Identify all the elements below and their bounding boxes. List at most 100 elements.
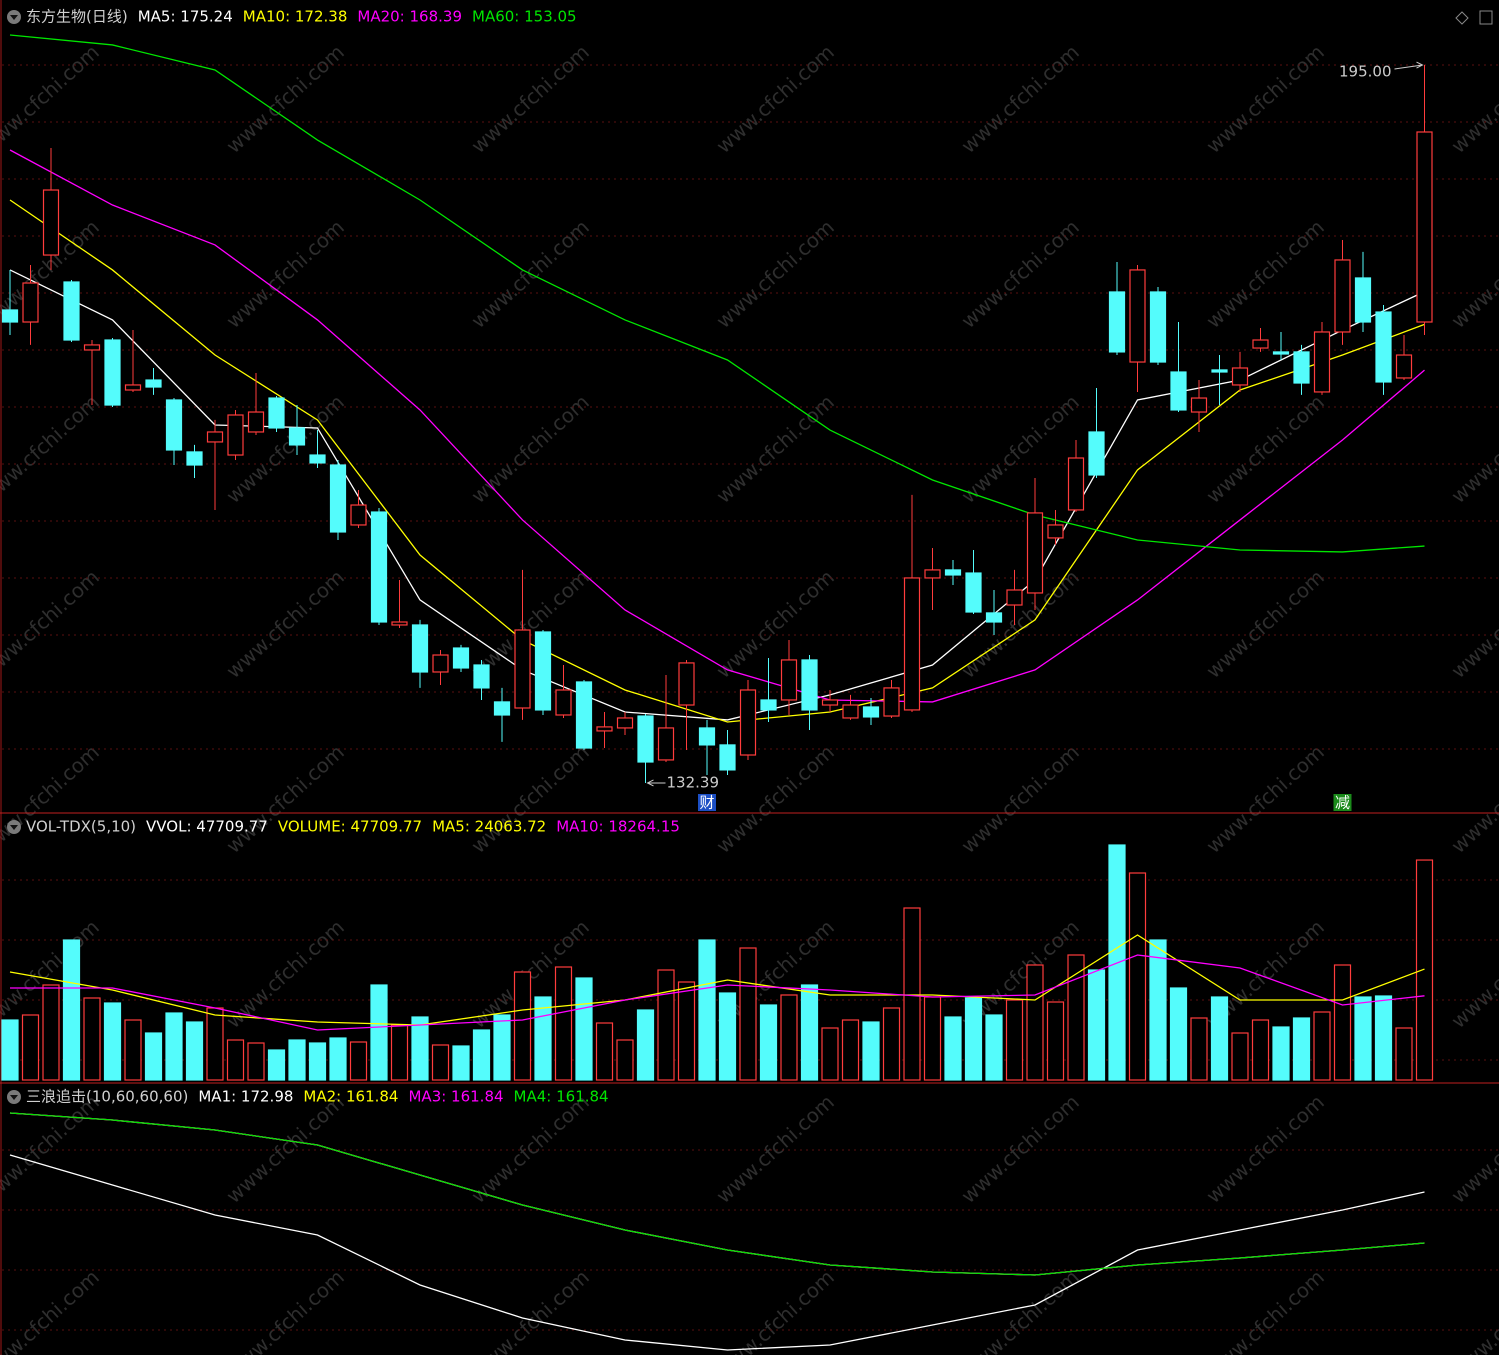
candle-body	[1293, 351, 1310, 384]
candle-body	[452, 647, 470, 669]
candle-body	[1170, 371, 1187, 411]
volume-bar	[1149, 939, 1167, 1081]
legend-entry: MA1: 172.98	[198, 1088, 293, 1106]
volume-bar	[472, 1029, 491, 1081]
volume-bar	[288, 1039, 306, 1081]
candle-body	[739, 689, 757, 756]
candle-body	[1026, 512, 1044, 594]
volume-bar	[1169, 987, 1188, 1081]
volume-bar	[1128, 872, 1147, 1081]
annotation-label: 132.39	[667, 773, 720, 791]
volume-bar	[308, 1042, 327, 1081]
candle-body	[1354, 277, 1372, 323]
legend-entry: MA3: 161.84	[408, 1088, 503, 1106]
candle-body	[227, 414, 244, 456]
candle-body	[1047, 524, 1064, 539]
icon-window[interactable]	[1479, 10, 1493, 25]
candle-body	[145, 379, 162, 388]
ma-line	[9, 934, 1425, 1026]
candle-body	[370, 511, 388, 623]
volume-bar	[821, 1027, 839, 1081]
ma-line	[9, 34, 1425, 553]
volume-bar	[759, 1004, 778, 1081]
volume-bar	[923, 996, 942, 1081]
candle-body	[1313, 331, 1331, 393]
candle-body	[862, 706, 880, 718]
volume-bar	[267, 1049, 286, 1081]
volume-bar	[1395, 1027, 1413, 1081]
volume-bar	[1374, 995, 1393, 1081]
candle-body	[268, 397, 285, 429]
panel-title: VOL-TDX(5,10)	[26, 818, 136, 836]
candle-body	[698, 727, 716, 746]
volume-bar	[390, 1024, 409, 1081]
candle-body	[534, 631, 552, 711]
volume-bar	[985, 1014, 1003, 1081]
volume-bar	[21, 1014, 40, 1081]
legend-entry: MA10: 18264.15	[556, 818, 680, 836]
candle-body	[83, 344, 101, 351]
volume-bar	[513, 971, 532, 1081]
volume-bar	[1292, 1017, 1311, 1081]
volume-bar	[103, 1002, 122, 1081]
candle-body	[42, 189, 60, 256]
candle-body	[329, 464, 347, 533]
candle-body	[1006, 589, 1023, 606]
ma-line	[9, 1112, 1425, 1276]
badge	[1333, 794, 1352, 811]
volume-bar	[206, 1007, 224, 1081]
menu-arrow	[10, 1095, 18, 1100]
volume-bar	[411, 1016, 429, 1081]
volume-bar	[944, 1016, 962, 1081]
candle-body	[780, 659, 798, 701]
candle-body	[514, 629, 531, 709]
candle-body	[1190, 397, 1208, 413]
volume-bar	[1251, 1019, 1270, 1081]
candle-body	[1272, 351, 1290, 355]
volume-bar	[431, 1044, 450, 1081]
panel-title: 三浪追击(10,60,60,60)	[26, 1088, 188, 1106]
candle-body	[760, 699, 777, 711]
candle-body	[821, 699, 839, 706]
volume-bar	[226, 1039, 245, 1081]
legend-entry: MA60: 153.05	[472, 8, 577, 26]
legend-entry: VOLUME: 47709.77	[278, 818, 422, 836]
candle-body	[903, 577, 921, 711]
candle-body	[186, 451, 203, 466]
volume-bar	[780, 994, 798, 1081]
candle-body	[1211, 369, 1228, 373]
candle-body	[473, 664, 490, 689]
candle-body	[965, 572, 982, 613]
candle-body	[596, 726, 613, 732]
volume-bar	[1415, 859, 1434, 1081]
volume-bar	[534, 996, 552, 1081]
volume-bar	[1272, 1026, 1290, 1081]
volume-bar	[1, 1019, 19, 1081]
annotation-label: 195.00	[1339, 63, 1392, 81]
candle-body	[1231, 367, 1249, 386]
ma-line	[10, 954, 1425, 1031]
legend-entry: MA5: 24063.72	[432, 818, 546, 836]
volume-bar	[575, 977, 593, 1081]
candle-body	[22, 282, 39, 323]
volume-bar	[1005, 999, 1024, 1081]
candle-body	[104, 339, 121, 406]
candle-body	[1252, 339, 1269, 349]
candle-body	[165, 399, 183, 451]
candle-body	[616, 717, 634, 729]
panel-title: 东方生物(日线)	[26, 8, 128, 26]
candle-body	[575, 681, 593, 749]
candle-body	[391, 621, 408, 626]
candle-body	[63, 281, 80, 341]
candle-body	[657, 727, 675, 761]
plot: 195.00 132.39 财 减	[1, 34, 1434, 1351]
volume-bar	[718, 992, 737, 1081]
candle-body	[206, 431, 224, 443]
icon-diamond[interactable]	[1455, 11, 1469, 25]
volume-bar	[62, 939, 81, 1081]
volume-bar	[1067, 954, 1085, 1081]
badge-text: 减	[1335, 794, 1350, 812]
legend-entry: MA20: 168.39	[357, 8, 462, 26]
candle-body	[883, 687, 900, 717]
volume-bar	[677, 981, 696, 1081]
